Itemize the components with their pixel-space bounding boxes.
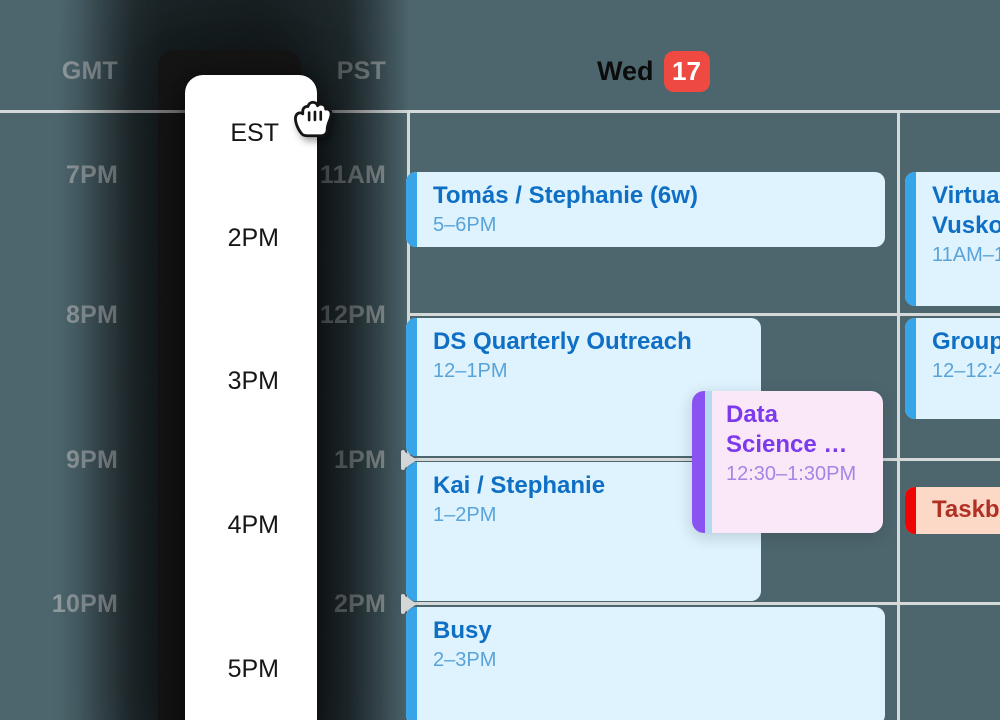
event-accent-stripe (406, 318, 417, 456)
event-accent-stripe (406, 607, 417, 720)
hour-line-2pm (407, 602, 1000, 605)
event-title: Virtual Vuskov (932, 182, 1000, 239)
event-accent-stripe (406, 462, 417, 601)
timezone-header-gmt[interactable]: GMT (61, 57, 118, 85)
hour-label: 8PM (65, 301, 118, 329)
day-column-border-right (897, 110, 900, 720)
event-time: 12–12:45 (932, 360, 1000, 382)
grabbing-hand-cursor-icon (284, 87, 344, 147)
hour-label: 9PM (65, 446, 118, 474)
event-title: DS Quarterly Outreach (433, 328, 692, 355)
event-time: 12–1PM (433, 360, 508, 382)
event-accent-stripe (905, 487, 916, 534)
event-time: 2–3PM (433, 649, 497, 671)
hour-label: 2PM (227, 224, 279, 252)
hour-label: 10PM (51, 590, 118, 618)
hour-line-12pm (407, 313, 1000, 316)
event-accent-stripe (905, 318, 916, 419)
date-header: Wed 17 (597, 51, 710, 92)
event-title: Group (932, 328, 1000, 355)
hour-label: 7PM (65, 161, 118, 189)
event-virtual-vuskov[interactable]: Virtual Vuskov 11AM–12 (905, 172, 1000, 306)
event-time: 12:30–1:30PM (726, 463, 857, 485)
event-busy[interactable]: Busy 2–3PM (406, 607, 885, 720)
event-data-science[interactable]: Data Science … 12:30–1:30PM (692, 391, 883, 533)
weekday-label: Wed (597, 56, 654, 86)
event-title: Data Science … (726, 401, 848, 458)
header-divider-line (0, 110, 1000, 113)
event-group[interactable]: Group 12–12:45 (905, 318, 1000, 419)
event-time: 5–6PM (433, 214, 497, 236)
date-badge: 17 (663, 51, 710, 92)
event-accent-stripe (905, 172, 916, 306)
event-title: Tomás / Stephanie (6w) (433, 182, 698, 209)
dragged-timezone-column-est[interactable]: EST 2PM 3PM 4PM 5PM (185, 75, 317, 720)
hour-label: 3PM (227, 367, 279, 395)
event-time: 1–2PM (433, 504, 497, 526)
event-accent-stripe (692, 391, 705, 533)
hour-label: 4PM (227, 511, 279, 539)
event-title: Busy (433, 617, 492, 644)
event-title: Taskbo (932, 496, 1000, 523)
event-title: Kai / Stephanie (433, 472, 606, 499)
event-taskboard[interactable]: Taskbo (905, 487, 1000, 534)
event-time: 11AM–12 (932, 244, 1000, 266)
hour-label: 5PM (227, 655, 279, 683)
event-accent-stripe (406, 172, 417, 247)
event-tomas-stephanie[interactable]: Tomás / Stephanie (6w) 5–6PM (406, 172, 885, 247)
timezone-header-est: EST (230, 119, 279, 147)
event-secondary-stripe (705, 391, 712, 533)
